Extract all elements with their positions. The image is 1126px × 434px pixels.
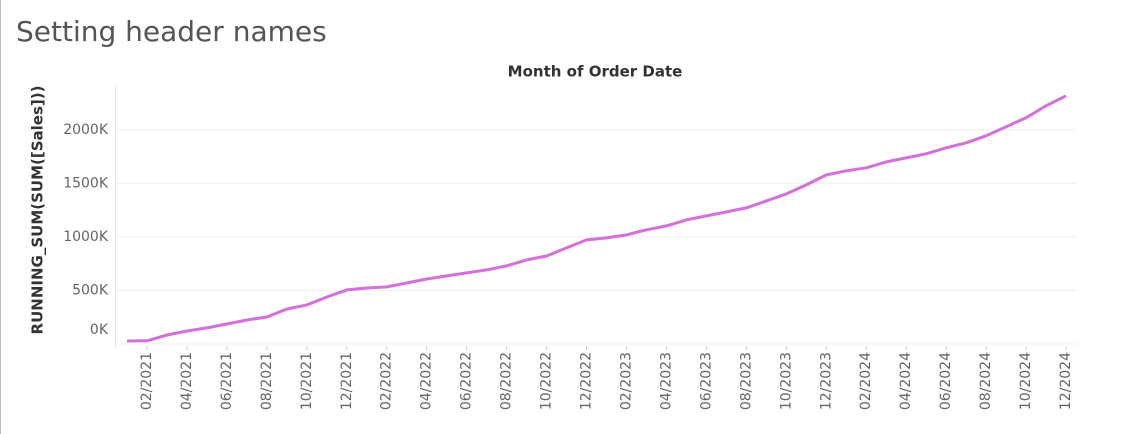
x-tick-label: 08/2023	[738, 352, 754, 410]
x-tick-label: 10/2022	[539, 352, 555, 410]
column-header: Month of Order Date	[508, 63, 683, 81]
y-tick-label: 1000K	[63, 229, 109, 245]
x-tick-label: 06/2021	[219, 352, 235, 410]
x-tick-label: 12/2024	[1058, 352, 1074, 410]
x-tick-label: 04/2021	[179, 352, 195, 410]
x-tick-label: 10/2021	[299, 352, 315, 410]
x-tick-label: 08/2022	[499, 352, 515, 410]
x-tick-label: 06/2024	[938, 352, 954, 410]
line	[126, 94, 1067, 343]
y-tick-label: 1500K	[63, 175, 109, 191]
y-axis-title: RUNNING_SUM(SUM([Sales]))	[29, 86, 47, 335]
x-tick-label: 08/2024	[978, 352, 994, 410]
x-tick-label: 02/2024	[858, 352, 874, 410]
x-tick-label: 12/2023	[818, 352, 834, 410]
x-tick-label: 04/2024	[898, 352, 914, 410]
x-tick-label: 08/2021	[259, 352, 275, 410]
x-tick-label: 04/2022	[419, 352, 435, 410]
x-tick-label: 10/2024	[1018, 352, 1034, 410]
x-tick-label: 12/2022	[579, 352, 595, 410]
x-tick-label: 02/2022	[379, 352, 395, 410]
x-tick-label: 10/2023	[778, 352, 794, 410]
x-tick-label: 02/2023	[618, 352, 634, 410]
y-tick-label: 500K	[72, 282, 109, 298]
x-tick-label: 06/2022	[459, 352, 475, 410]
y-tick-label: 0K	[90, 322, 109, 338]
x-tick-label: 02/2021	[139, 352, 155, 410]
chart-title: Setting header names	[16, 15, 327, 48]
y-tick-label: 2000K	[63, 122, 109, 138]
x-tick-label: 06/2023	[698, 352, 714, 410]
x-tick-label: 12/2021	[339, 352, 355, 410]
x-tick-label: 04/2023	[658, 352, 674, 410]
